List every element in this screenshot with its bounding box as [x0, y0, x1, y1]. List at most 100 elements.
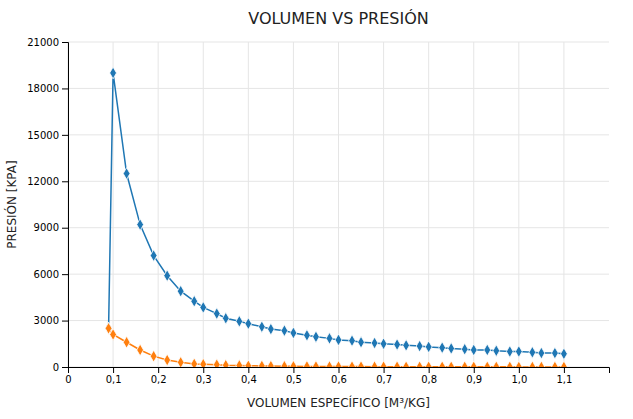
x-tick-mark: [339, 367, 340, 373]
data-point: [561, 348, 568, 360]
x-grid-line: [203, 42, 204, 367]
x-tick: 0,4: [241, 367, 257, 385]
data-point: [326, 332, 333, 344]
x-grid-line: [428, 42, 429, 367]
y-tick-label: 15000: [27, 130, 59, 141]
x-tick-mark: [519, 367, 520, 373]
y-grid-line: [68, 320, 609, 321]
x-grid-line: [158, 42, 159, 367]
data-point: [137, 219, 144, 231]
data-point: [164, 270, 171, 282]
data-point: [403, 361, 410, 367]
data-point: [515, 346, 522, 358]
x-tick-label: 0,2: [151, 374, 167, 385]
data-point: [493, 361, 500, 367]
x-tick-mark: [203, 367, 204, 373]
y-tick-mark: [62, 274, 68, 275]
data-point: [529, 361, 536, 367]
x-tick-label: 0,5: [286, 374, 302, 385]
data-point: [448, 343, 455, 355]
data-point: [304, 360, 311, 367]
x-tick: 0,2: [151, 367, 167, 385]
data-point: [358, 361, 365, 367]
x-grid-line: [383, 42, 384, 367]
y-tick-label: 6000: [34, 269, 59, 280]
x-tick: 0,9: [466, 367, 482, 385]
data-point: [538, 361, 545, 367]
data-point: [416, 361, 423, 367]
data-point: [222, 359, 229, 367]
y-grid-line: [68, 274, 609, 275]
x-grid-line: [338, 42, 339, 367]
data-point: [448, 361, 455, 367]
x-tick-label: 1,0: [511, 374, 527, 385]
data-point: [245, 318, 252, 330]
y-tick-label: 12000: [27, 176, 59, 187]
x-axis-line: [69, 368, 610, 374]
data-point: [110, 329, 117, 341]
data-point: [552, 347, 559, 359]
data-point: [304, 329, 311, 341]
x-grid-line: [473, 42, 474, 367]
data-point: [439, 361, 446, 367]
data-point: [267, 323, 274, 335]
data-point: [538, 347, 545, 359]
data-point: [470, 361, 477, 367]
data-point: [164, 354, 171, 366]
data-point: [137, 344, 144, 356]
data-point: [493, 345, 500, 357]
x-axis-title: VOLUMEN ESPECÍFICO [M³/KG]: [247, 395, 430, 410]
data-point: [335, 361, 342, 367]
y-tick: 15000: [27, 130, 68, 141]
x-tick: 0,1: [106, 367, 122, 385]
series-markers: [105, 67, 567, 360]
data-point: [349, 335, 356, 347]
data-point: [245, 360, 252, 367]
y-tick-label: 3000: [34, 315, 59, 326]
y-tick-mark: [62, 135, 68, 136]
data-point: [529, 346, 536, 358]
data-point: [515, 361, 522, 367]
y-tick: 18000: [27, 83, 68, 94]
data-point: [394, 339, 401, 351]
x-tick-mark: [293, 367, 294, 373]
y-tick-label: 0: [53, 362, 59, 373]
y-axis-line: [62, 43, 69, 368]
y-tick: 21000: [27, 37, 68, 48]
data-point: [552, 361, 559, 367]
data-point: [416, 340, 423, 352]
data-point: [326, 361, 333, 367]
data-point: [200, 302, 207, 314]
data-point: [267, 360, 274, 367]
x-tick-mark: [564, 367, 565, 373]
y-tick: 6000: [34, 269, 68, 280]
y-tick-label: 18000: [27, 83, 59, 94]
x-tick-mark: [474, 367, 475, 373]
x-tick: 0,5: [286, 367, 302, 385]
data-point: [281, 360, 288, 367]
x-tick: 0,6: [331, 367, 347, 385]
data-point: [484, 361, 491, 367]
chart: 00,10,20,30,40,50,60,70,80,91,01,1030006…: [0, 0, 633, 419]
x-tick-label: 0,7: [376, 374, 392, 385]
y-tick-mark: [62, 88, 68, 89]
y-tick-label: 21000: [27, 37, 59, 48]
y-tick-mark: [62, 367, 68, 368]
data-point: [150, 350, 157, 362]
y-tick-mark: [62, 42, 68, 43]
series-line: [109, 73, 564, 354]
data-point: [371, 361, 378, 367]
y-grid-line: [68, 181, 609, 182]
grid: [68, 42, 609, 367]
series-markers: [105, 322, 567, 367]
x-tick-label: 0,9: [466, 374, 482, 385]
y-axis-title: PRESIÓN [KPA]: [4, 160, 19, 248]
y-grid-line: [68, 42, 609, 43]
x-tick-label: 0,6: [331, 374, 347, 385]
data-point: [258, 360, 265, 367]
x-tick-label: 1,1: [556, 374, 572, 385]
x-grid-line: [518, 42, 519, 367]
data-point: [236, 315, 243, 327]
data-point: [484, 344, 491, 356]
y-tick: 3000: [34, 315, 68, 326]
